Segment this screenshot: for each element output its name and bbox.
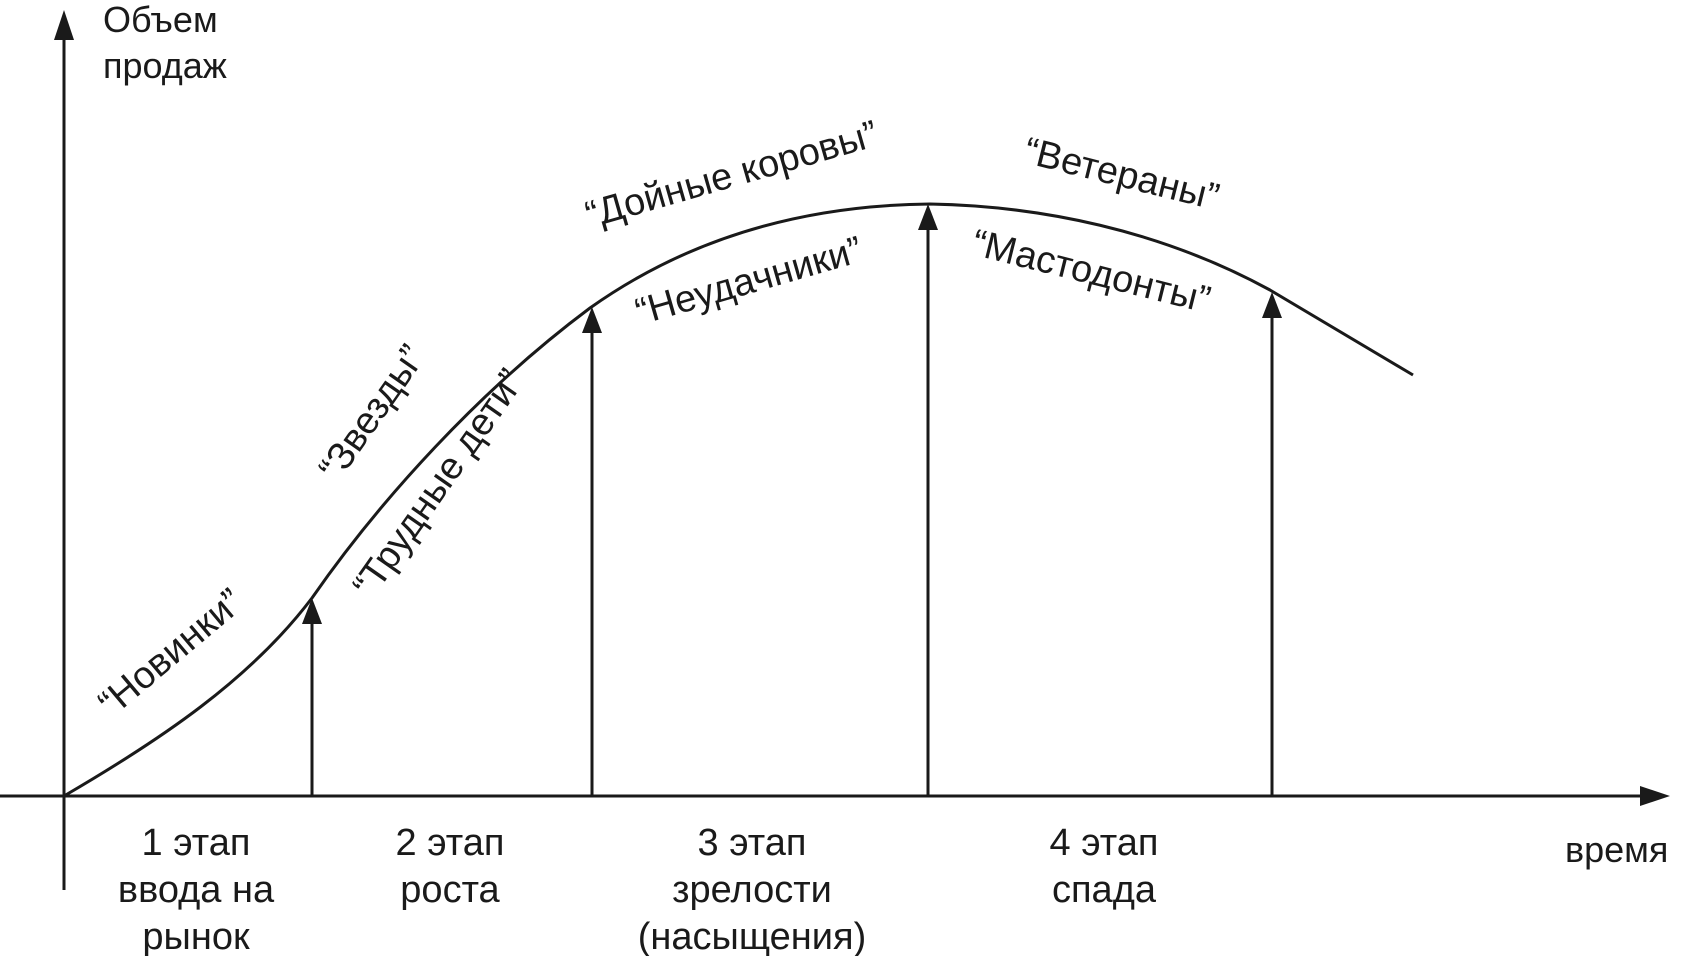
label-neudachniki: “Неудачники” bbox=[631, 229, 867, 334]
stage-2-line-1: 2 этап bbox=[396, 822, 505, 864]
stage-3-line-2: зрелости bbox=[672, 869, 832, 911]
label-veterany: “Ветераны” bbox=[1020, 130, 1223, 219]
x-axis-label: время bbox=[1565, 829, 1668, 870]
stage-boundary-2 bbox=[582, 307, 602, 796]
stage-label-1: 1 этап ввода на рынок bbox=[118, 822, 275, 956]
x-axis-arrowhead bbox=[1640, 786, 1670, 806]
stage-3-line-1: 3 этап bbox=[698, 822, 807, 864]
y-axis-arrowhead bbox=[54, 10, 74, 40]
label-zvezdy: “Звезды” bbox=[311, 338, 434, 489]
stage-4-line-2: спада bbox=[1052, 869, 1157, 911]
stage-label-2: 2 этап роста bbox=[396, 822, 505, 911]
stage-1-line-1: 1 этап bbox=[142, 822, 251, 864]
label-novinki: “Новинки” bbox=[91, 581, 251, 725]
stage-boundary-4 bbox=[1262, 292, 1282, 796]
label-mastodonty: “Мастодонты” bbox=[968, 222, 1215, 322]
y-axis-label-line2: продаж bbox=[103, 45, 227, 86]
sales-curve bbox=[63, 202, 1414, 798]
stage-1-line-2: ввода на bbox=[118, 869, 275, 911]
stage-label-4: 4 этап спада bbox=[1050, 822, 1159, 911]
stage-4-line-1: 4 этап bbox=[1050, 822, 1159, 864]
stage-boundary-3 bbox=[918, 204, 938, 796]
stage-3-line-3: (насыщения) bbox=[638, 916, 867, 956]
stage-boundary-1 bbox=[302, 598, 322, 796]
y-axis-label-line1: Объем bbox=[103, 0, 218, 40]
stage-1-line-3: рынок bbox=[142, 916, 250, 956]
stage-2-line-2: роста bbox=[400, 869, 500, 911]
label-doinye-korovy: “Дойные коровы” bbox=[581, 113, 883, 237]
stage-label-3: 3 этап зрелости (насыщения) bbox=[638, 822, 867, 956]
